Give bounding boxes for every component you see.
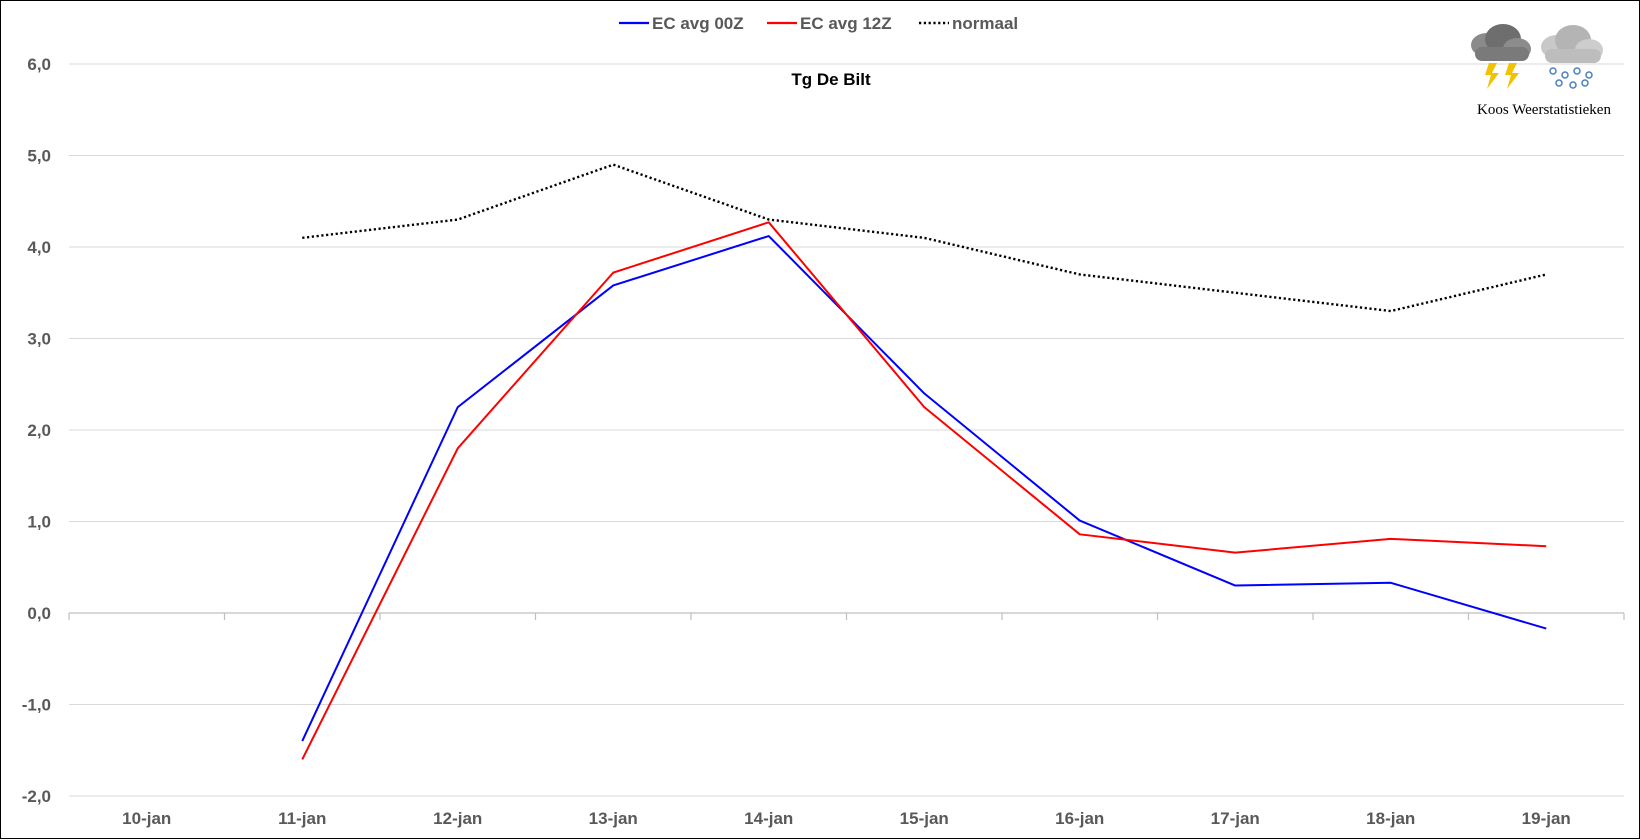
legend-entry-label: normaal <box>952 14 1018 33</box>
x-axis <box>68 612 1625 620</box>
x-tick-label: 19-jan <box>1522 809 1571 828</box>
series-line-ec-avg-12z <box>301 221 1547 760</box>
series-line-normaal <box>302 163 1547 313</box>
x-tick-labels: 10-jan 11-jan 12-jan 13-jan 14-jan 15-jan 16-j… <box>122 809 1571 828</box>
y-tick-label: 2,0 <box>27 421 51 440</box>
x-tick-label: 14-jan <box>744 809 793 828</box>
y-tick-label: 1,0 <box>27 513 51 532</box>
gridlines <box>69 63 1624 797</box>
y-tick-label: -1,0 <box>22 696 51 715</box>
thunderstorm-cloud-icon <box>1471 24 1531 89</box>
series-line-ec-avg-00z <box>301 235 1547 742</box>
legend-entry-label: EC avg 00Z <box>652 14 744 33</box>
branding-label: Koos Weerstatistieken <box>1477 102 1611 118</box>
legend-entry-label: EC avg 12Z <box>800 14 892 33</box>
y-tick-label: 6,0 <box>27 55 51 74</box>
x-tick-label: 15-jan <box>900 809 949 828</box>
series-lines <box>301 163 1547 760</box>
y-tick-label: 5,0 <box>27 147 51 166</box>
snow-cloud-icon <box>1541 25 1603 89</box>
y-tick-label: -2,0 <box>22 787 51 806</box>
legend: EC avg 00Z EC avg 12Z normaal <box>619 14 1018 33</box>
x-tick-label: 13-jan <box>589 809 638 828</box>
x-tick-label: 12-jan <box>433 809 482 828</box>
x-tick-label: 18-jan <box>1366 809 1415 828</box>
y-tick-label: 3,0 <box>27 330 51 349</box>
y-tick-labels: 6,0 5,0 4,0 3,0 2,0 1,0 0,0 -1,0 -2,0 <box>22 55 51 806</box>
x-tick-label: 17-jan <box>1211 809 1260 828</box>
x-tick-label: 10-jan <box>122 809 171 828</box>
y-tick-label: 4,0 <box>27 238 51 257</box>
y-tick-label: 0,0 <box>27 604 51 623</box>
x-tick-label: 16-jan <box>1055 809 1104 828</box>
x-tick-label: 11-jan <box>278 809 326 828</box>
chart-title: Tg De Bilt <box>791 70 871 89</box>
